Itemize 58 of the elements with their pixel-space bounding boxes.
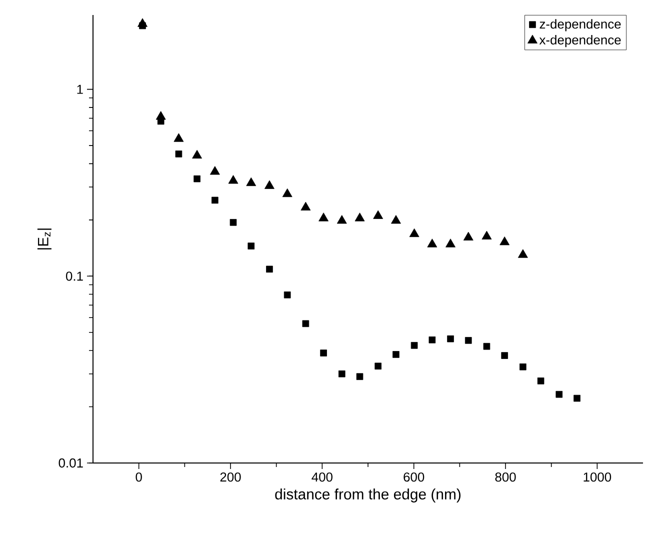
point: [427, 238, 438, 248]
point: [266, 266, 273, 273]
point: [264, 180, 274, 189]
y-tick-label: 1: [77, 84, 83, 94]
point: [520, 363, 526, 370]
point: [174, 133, 184, 142]
x-tick-label: 1000: [584, 472, 612, 482]
point: [391, 215, 401, 224]
point: [318, 212, 329, 222]
point: [228, 175, 238, 184]
point: [409, 228, 420, 238]
point: [230, 219, 237, 226]
point: [138, 18, 148, 27]
point: [556, 390, 563, 398]
point: [482, 230, 492, 240]
point: [300, 202, 311, 210]
point: [248, 242, 255, 250]
point: [210, 166, 220, 175]
legend-label: z-dependence: [540, 19, 621, 32]
point: [537, 378, 544, 384]
x-tick-label: 800: [495, 472, 516, 482]
point: [302, 320, 310, 328]
point: [373, 210, 384, 219]
point: [192, 150, 202, 159]
y-tick-label: 0.1: [66, 272, 83, 281]
point: [447, 335, 454, 342]
point: [483, 342, 490, 350]
point: [501, 352, 508, 359]
point: [446, 238, 456, 248]
point: [392, 351, 400, 358]
point: [500, 236, 510, 246]
legend-label: x-dependence: [539, 35, 621, 48]
point: [194, 175, 200, 182]
point: [354, 212, 365, 222]
x-tick-label: 600: [404, 472, 424, 482]
point: [574, 394, 580, 402]
y-tick-label: 0.01: [58, 458, 83, 468]
point: [428, 336, 436, 344]
x-tick-label: 0: [136, 472, 142, 482]
point: [338, 370, 346, 378]
y-axis-title: |E$_{z}$|: [37, 228, 52, 250]
x-tick-label: 200: [220, 472, 241, 482]
x-tick-label: 400: [312, 472, 332, 482]
point: [374, 362, 382, 370]
point: [320, 350, 327, 356]
point: [246, 177, 256, 186]
point: [464, 337, 472, 344]
point: [284, 291, 291, 298]
point: [463, 232, 474, 240]
point: [336, 215, 347, 224]
point: [156, 111, 166, 120]
point: [518, 249, 528, 258]
point: [356, 373, 364, 380]
point: [175, 150, 182, 158]
point: [410, 342, 418, 349]
x-axis-title: distance from the edge (nm): [275, 488, 460, 502]
point: [212, 196, 218, 204]
point: [282, 188, 292, 198]
